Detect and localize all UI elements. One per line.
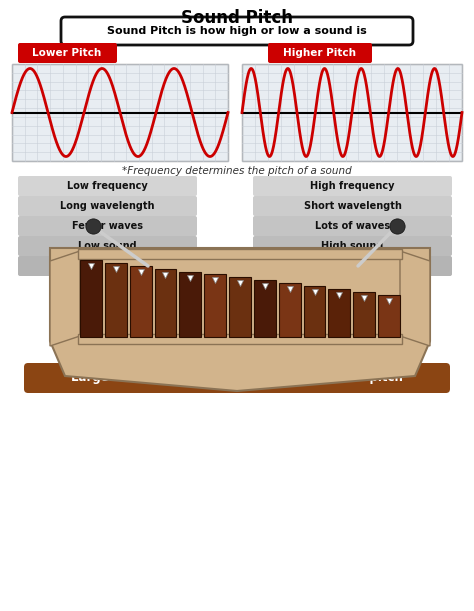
FancyBboxPatch shape	[179, 271, 201, 337]
FancyBboxPatch shape	[18, 236, 197, 256]
FancyBboxPatch shape	[253, 176, 452, 196]
Text: Low frequency: Low frequency	[67, 181, 148, 191]
Text: Large bars of the xylophone have low sound pitch: Large bars of the xylophone have low sou…	[71, 371, 403, 384]
FancyBboxPatch shape	[253, 196, 452, 216]
FancyBboxPatch shape	[328, 289, 350, 337]
FancyBboxPatch shape	[24, 363, 450, 393]
Text: Low sound: Low sound	[78, 241, 137, 251]
FancyBboxPatch shape	[268, 43, 372, 63]
FancyBboxPatch shape	[378, 295, 400, 337]
FancyBboxPatch shape	[353, 292, 375, 337]
FancyBboxPatch shape	[18, 216, 197, 236]
Polygon shape	[400, 251, 430, 346]
FancyBboxPatch shape	[18, 196, 197, 216]
Text: Xylophone: Xylophone	[191, 356, 283, 370]
Text: Long wavelength: Long wavelength	[60, 201, 155, 211]
FancyBboxPatch shape	[78, 334, 402, 344]
FancyBboxPatch shape	[253, 236, 452, 256]
FancyBboxPatch shape	[18, 176, 197, 196]
Text: Lots of waves: Lots of waves	[315, 221, 390, 231]
FancyBboxPatch shape	[80, 260, 102, 337]
FancyBboxPatch shape	[18, 43, 117, 63]
FancyBboxPatch shape	[130, 266, 152, 337]
Text: High frequency: High frequency	[310, 181, 395, 191]
FancyBboxPatch shape	[18, 256, 197, 276]
Text: Matter vibrates fast: Matter vibrates fast	[298, 261, 408, 271]
Text: Short wavelength: Short wavelength	[303, 201, 401, 211]
FancyBboxPatch shape	[279, 283, 301, 337]
FancyBboxPatch shape	[155, 269, 176, 337]
Text: *Frequency determines the pitch of a sound: *Frequency determines the pitch of a sou…	[122, 166, 352, 176]
Text: Higher Pitch: Higher Pitch	[283, 48, 356, 58]
FancyBboxPatch shape	[253, 216, 452, 236]
Text: Matter vibrates slow: Matter vibrates slow	[51, 261, 164, 271]
FancyBboxPatch shape	[242, 64, 462, 161]
Polygon shape	[50, 251, 80, 346]
Text: Lower Pitch: Lower Pitch	[32, 48, 101, 58]
FancyBboxPatch shape	[253, 256, 452, 276]
Text: Sound Pitch is how high or low a sound is: Sound Pitch is how high or low a sound i…	[107, 26, 367, 36]
Text: Sound Pitch: Sound Pitch	[181, 9, 293, 27]
FancyBboxPatch shape	[204, 274, 226, 337]
FancyBboxPatch shape	[105, 263, 127, 337]
FancyBboxPatch shape	[229, 277, 251, 337]
FancyBboxPatch shape	[61, 17, 413, 45]
FancyBboxPatch shape	[254, 280, 276, 337]
Text: High sound: High sound	[321, 241, 383, 251]
FancyBboxPatch shape	[12, 64, 228, 161]
Text: Fewer waves: Fewer waves	[72, 221, 143, 231]
FancyBboxPatch shape	[78, 249, 402, 259]
FancyBboxPatch shape	[304, 286, 326, 337]
Polygon shape	[50, 248, 430, 391]
